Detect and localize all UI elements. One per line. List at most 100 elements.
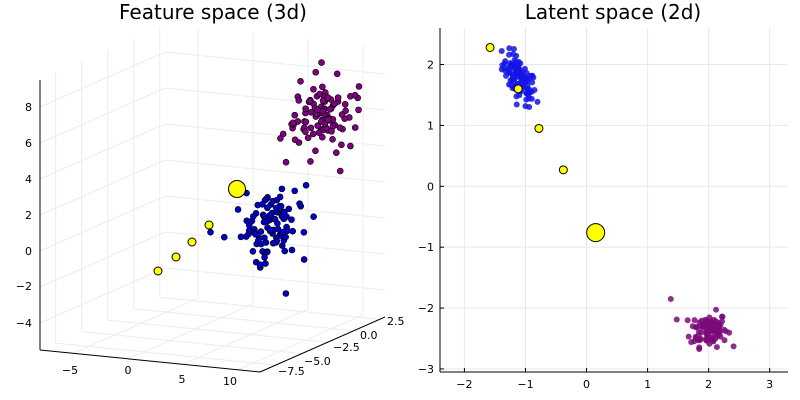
- purple-cluster-point: [355, 83, 363, 90]
- blue-cluster-point: [534, 98, 541, 105]
- purple-cluster-point: [684, 317, 691, 324]
- y-tick-label: 2: [427, 59, 434, 72]
- purple-cluster-point: [721, 337, 728, 344]
- blue-cluster-point: [506, 69, 513, 76]
- z-tick-label: 8: [25, 101, 32, 114]
- blue-cluster-point: [256, 261, 264, 268]
- yellow-point: [204, 220, 214, 230]
- blue-cluster-point: [513, 101, 520, 108]
- blue-cluster-point: [300, 256, 308, 263]
- y-grid-line: [81, 61, 302, 355]
- blue-cluster-point: [269, 239, 277, 247]
- purple-cluster-point: [326, 106, 334, 113]
- purple-cluster-point: [351, 91, 359, 99]
- purple-cluster-point: [338, 141, 345, 149]
- yellow-point: [513, 84, 523, 94]
- x-tick-label: 10: [223, 375, 237, 388]
- z-tick-label: 2: [25, 209, 32, 222]
- purple-cluster-point: [319, 83, 326, 91]
- purple-cluster-point: [713, 306, 720, 313]
- purple-cluster-point: [325, 116, 332, 123]
- purple-cluster-point: [306, 97, 314, 105]
- x-tick-label: 3: [766, 378, 773, 391]
- y-tick-label: 0: [427, 180, 434, 193]
- purple-cluster-point: [667, 295, 674, 302]
- latent-space-title: Latent space (2d): [525, 0, 701, 24]
- yellow-point: [534, 123, 544, 133]
- blue-cluster-point: [264, 217, 271, 225]
- purple-cluster-point: [331, 100, 338, 107]
- yellow-point: [171, 252, 181, 262]
- purple-cluster-point: [719, 313, 726, 320]
- blue-cluster-point: [522, 103, 529, 110]
- feature-space-grid: [39, 27, 386, 371]
- blue-cluster-point: [281, 247, 289, 255]
- purple-cluster-point: [295, 97, 303, 104]
- purple-cluster-point: [307, 124, 315, 132]
- purple-cluster-point: [277, 135, 284, 142]
- x-grid-line: [72, 28, 199, 354]
- purple-cluster-point: [304, 134, 312, 142]
- purple-cluster-point: [312, 68, 320, 76]
- latent-space-tick-labels: −2 −1 0 1 2 3 −3 −2 −1 0 1 2: [418, 59, 773, 391]
- blue-cluster-point: [515, 58, 522, 65]
- blue-cluster-point: [519, 68, 526, 75]
- x-tick-label: 0: [125, 364, 132, 377]
- blue-cluster-point: [510, 46, 517, 53]
- purple-cluster-point: [347, 142, 354, 150]
- blue-cluster-point: [512, 68, 519, 75]
- purple-cluster-point: [309, 130, 317, 138]
- y-tick-label: −1: [418, 241, 434, 254]
- purple-cluster-point: [336, 167, 344, 175]
- y-tick-label: −3: [418, 363, 434, 376]
- blue-cluster-point: [310, 213, 317, 220]
- purple-cluster-point: [291, 136, 299, 144]
- blue-cluster-point: [296, 200, 303, 207]
- z-tick-label: 0: [25, 245, 32, 258]
- purple-cluster-point: [328, 127, 335, 135]
- x-tick-label: 5: [179, 373, 186, 386]
- blue-cluster-point: [509, 50, 516, 57]
- purple-cluster-point: [721, 326, 728, 333]
- feature-space-title: Feature space (3d): [119, 0, 307, 24]
- z-grid-line: [39, 231, 386, 288]
- blue-cluster-point: [524, 82, 531, 89]
- blue-cluster-point: [220, 233, 228, 241]
- purple-cluster-point: [302, 118, 310, 126]
- blue-cluster-point: [288, 246, 296, 254]
- purple-cluster-point: [341, 100, 349, 108]
- purple-cluster-point: [302, 128, 309, 136]
- x-tick-label: 0: [583, 378, 590, 391]
- y-axis-line: [259, 316, 386, 373]
- y-tick-label: 0.0: [360, 329, 378, 342]
- feature-space-panel: Feature space (3d) −5 0 5 10 −7.5 −5.0 −…: [16, 0, 405, 388]
- blue-cluster-point: [250, 213, 257, 220]
- purple-cluster-point: [307, 158, 314, 165]
- z-tick-label: 6: [25, 137, 32, 150]
- purple-cluster-point: [318, 133, 326, 141]
- blue-cluster-point: [523, 96, 530, 103]
- purple-cluster-point: [708, 319, 715, 326]
- y-tick-label: −5.0: [304, 355, 331, 368]
- blue-cluster-point: [259, 248, 266, 255]
- yellow-point: [485, 42, 495, 52]
- blue-cluster-point: [531, 86, 538, 93]
- blue-cluster-point: [237, 233, 245, 241]
- blue-cluster-point: [257, 228, 265, 235]
- blue-cluster-point: [288, 216, 295, 223]
- blue-cluster-point: [278, 242, 286, 249]
- blue-cluster-point: [508, 61, 515, 68]
- yellow-point: [586, 223, 606, 243]
- blue-cluster-point: [273, 196, 281, 204]
- y-grid-line: [107, 50, 328, 343]
- purple-cluster-point: [336, 124, 344, 131]
- purple-cluster-point: [333, 70, 341, 78]
- blue-cluster-point: [234, 206, 242, 213]
- latent-space-panel: Latent space (2d) −2 −1 0 1 2 3 −3 −2 −1 0 1 2: [418, 0, 788, 391]
- blue-cluster-point: [529, 79, 536, 86]
- y-grid-line: [133, 38, 354, 332]
- y-grid-line: [55, 73, 276, 366]
- purple-cluster-point: [302, 105, 309, 112]
- blue-cluster-point: [278, 185, 286, 193]
- latent-space-axes: [439, 28, 788, 373]
